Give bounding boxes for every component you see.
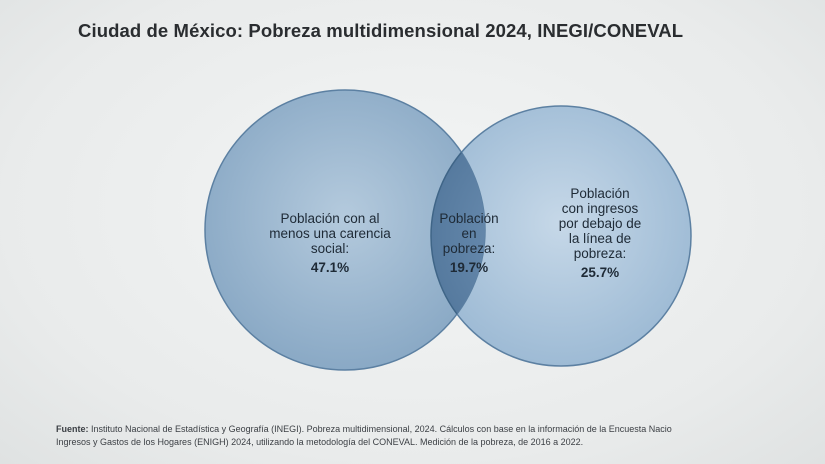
source-text-line-2: Ingresos y Gastos de los Hogares (ENIGH)… xyxy=(56,437,584,447)
left-set-label: Población con al menos una carencia soci… xyxy=(255,211,405,275)
right-label-line: con ingresos xyxy=(561,201,639,216)
intersection-label: Población en pobreza: 19.7% xyxy=(424,211,514,275)
left-label-line: menos una carencia xyxy=(269,226,391,241)
footnote-line-1: Fuente: Instituto Nacional de Estadístic… xyxy=(56,423,825,436)
page-title: Ciudad de México: Pobreza multidimension… xyxy=(78,20,684,41)
right-label-line: la línea de xyxy=(568,231,632,246)
right-label-line: pobreza: xyxy=(573,246,627,261)
intersection-value: 19.7% xyxy=(449,260,489,275)
intersection-outline xyxy=(430,105,485,367)
right-set-label: Población con ingresos por debajo de la … xyxy=(540,186,660,280)
source-footnote: Fuente: Instituto Nacional de Estadístic… xyxy=(56,423,825,449)
intersection-label-line: pobreza: xyxy=(442,241,496,256)
right-label-line: Población xyxy=(570,186,630,201)
intersection-label-line: Población xyxy=(439,211,499,226)
right-label-line: por debajo de xyxy=(558,216,642,231)
intersection-label-line: en xyxy=(461,226,477,241)
source-label: Fuente: xyxy=(56,424,89,434)
left-set-value: 47.1% xyxy=(310,260,350,275)
source-text-line-1: Instituto Nacional de Estadística y Geog… xyxy=(88,424,672,434)
right-set-value: 25.7% xyxy=(580,265,620,280)
left-label-line: social: xyxy=(310,241,350,256)
left-label-line: Población con al xyxy=(280,211,380,226)
